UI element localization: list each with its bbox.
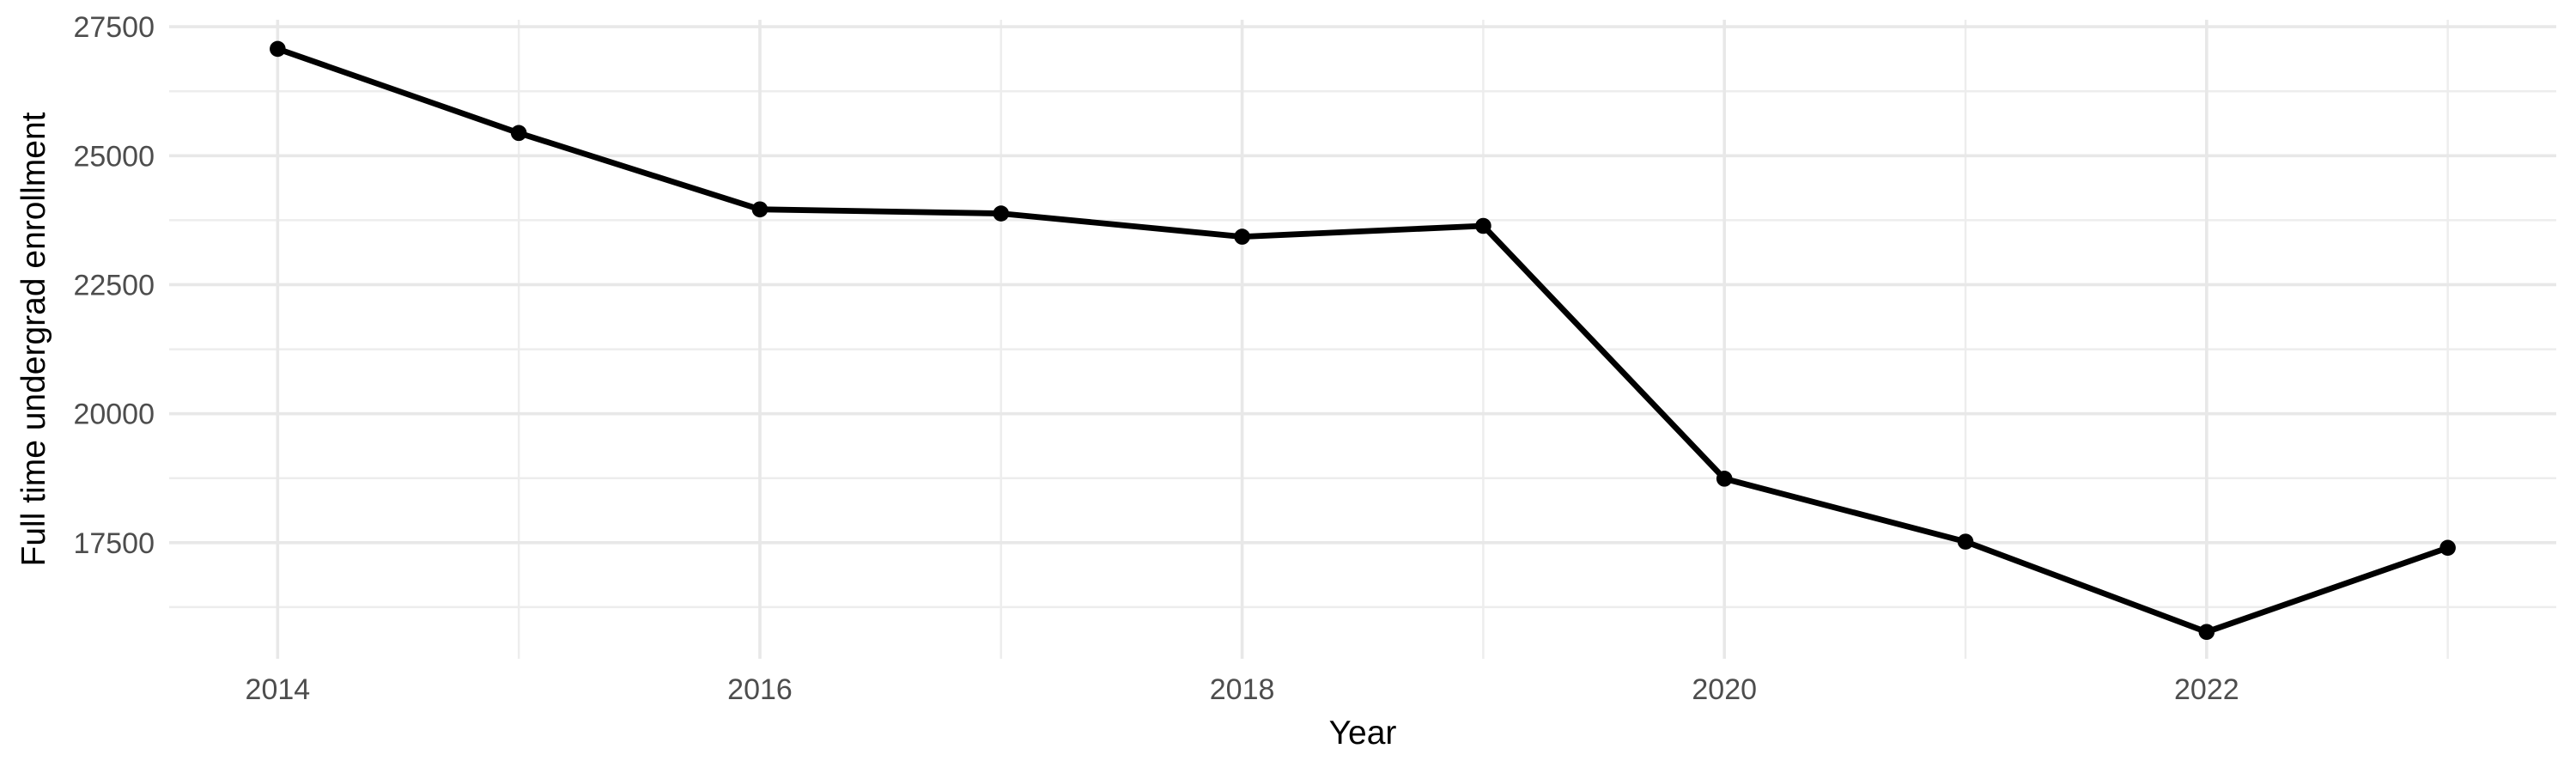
data-point — [1957, 533, 1974, 550]
major-gridlines — [169, 20, 2556, 659]
data-point — [2198, 624, 2215, 641]
x-tick-label: 2016 — [727, 673, 793, 706]
x-axis-tick-labels: 2014 2016 2018 2020 2022 — [246, 673, 2239, 706]
data-point — [751, 201, 769, 218]
x-tick-label: 2018 — [1210, 673, 1275, 706]
data-point — [1234, 228, 1250, 245]
data-point — [1716, 471, 1733, 487]
x-tick-label: 2022 — [2174, 673, 2239, 706]
y-tick-label: 20000 — [73, 399, 155, 431]
data-series — [270, 40, 2456, 641]
y-tick-label: 17500 — [73, 527, 155, 560]
data-point — [993, 205, 1010, 222]
y-tick-label: 25000 — [73, 140, 155, 173]
data-point — [1475, 217, 1492, 234]
x-tick-label: 2020 — [1692, 673, 1757, 706]
data-point — [270, 40, 286, 58]
y-tick-label: 22500 — [73, 269, 155, 301]
minor-gridlines — [169, 20, 2556, 659]
y-axis-tick-labels: 17500 20000 22500 25000 27500 — [73, 11, 155, 560]
data-point — [2439, 539, 2456, 557]
data-point — [510, 125, 527, 142]
y-tick-label: 27500 — [73, 11, 155, 44]
y-axis-title: Full time undergrad enrollment — [15, 112, 52, 566]
x-axis-title: Year — [1329, 715, 1397, 752]
x-tick-label: 2014 — [246, 673, 311, 706]
series-line — [274, 46, 2451, 636]
